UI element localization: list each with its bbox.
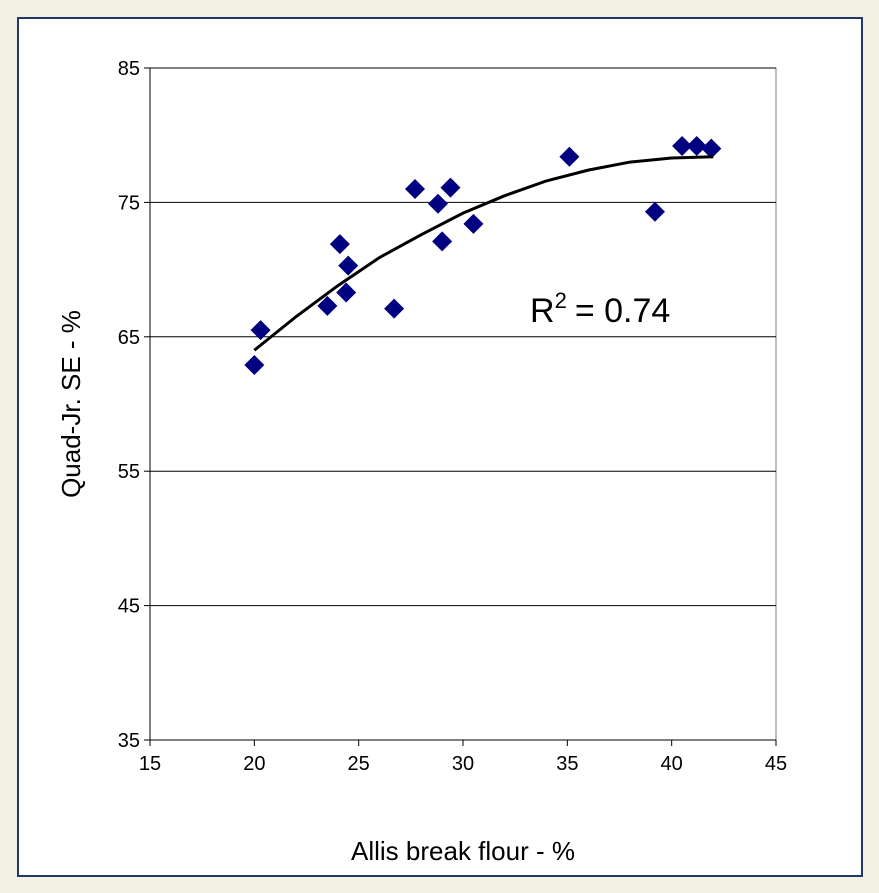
- trendline: [253, 155, 714, 352]
- y-tick-label: 85: [118, 58, 140, 80]
- y-tick-label: 45: [118, 596, 140, 618]
- data-point: [440, 177, 461, 198]
- data-point: [250, 320, 271, 341]
- x-tick-label: 25: [348, 753, 370, 775]
- data-point: [686, 135, 707, 156]
- data-point: [701, 138, 722, 159]
- annotation-base: R: [530, 292, 555, 330]
- data-point: [338, 255, 359, 276]
- x-tick-label: 40: [661, 753, 683, 775]
- x-tick-label: 30: [452, 753, 474, 775]
- data-point: [672, 135, 693, 156]
- data-point: [463, 213, 484, 234]
- y-tick-label: 55: [118, 461, 140, 483]
- x-tick-label: 45: [765, 753, 787, 775]
- y-tick-label: 75: [118, 192, 140, 214]
- x-tick-label: 35: [556, 753, 578, 775]
- data-point: [244, 355, 265, 376]
- data-point: [317, 295, 338, 316]
- y-tick-label: 65: [118, 327, 140, 349]
- x-tick-label: 20: [243, 753, 265, 775]
- y-tick-label: 35: [118, 730, 140, 752]
- y-axis-title: Quad-Jr. SE - %: [56, 310, 86, 498]
- annotation-superscript: 2: [555, 288, 567, 313]
- annotation-text: = 0.74: [575, 292, 670, 330]
- data-point: [432, 231, 453, 252]
- x-tick-label: 15: [139, 753, 161, 775]
- data-point: [405, 178, 426, 199]
- x-axis-title: Allis break flour - %: [351, 836, 575, 866]
- data-point: [559, 146, 580, 167]
- data-point: [336, 282, 357, 303]
- data-point: [329, 234, 350, 255]
- data-point: [644, 201, 665, 222]
- data-point: [427, 193, 448, 214]
- annotation: R2 = 0.74: [530, 288, 670, 330]
- data-point: [384, 298, 405, 319]
- chart-frame: [17, 17, 863, 877]
